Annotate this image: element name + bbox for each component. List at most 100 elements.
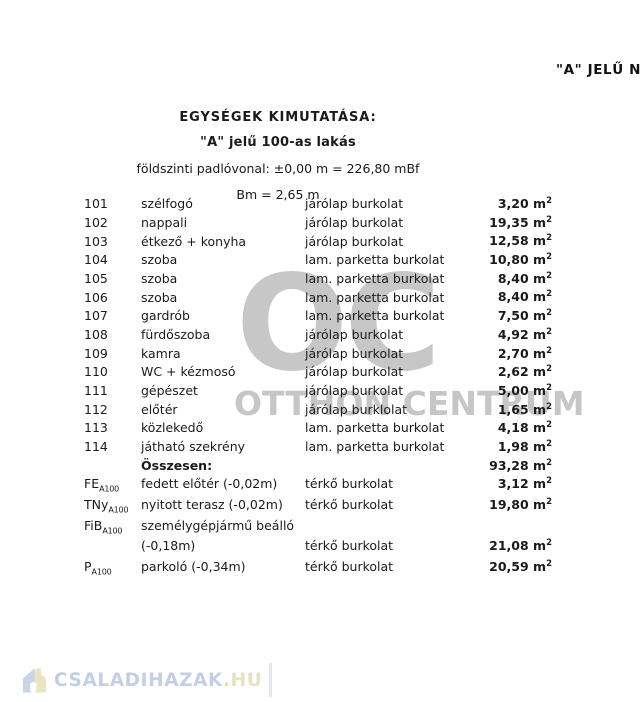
cell-room-name: közlekedő [141, 420, 204, 436]
cell-unit-code: PA100 [84, 558, 112, 577]
cell-surface-finish: járólap burkolat [305, 364, 404, 380]
table-row: 108 fürdőszoba járólap burkolat 4,92 m2 [84, 327, 554, 346]
cell-room-code: 112 [84, 401, 108, 417]
cell-surface-finish: járólap burkolat [305, 233, 404, 249]
table-row: 102 nappali járólap burkolat 19,35 m2 [84, 215, 554, 234]
cell-area: 8,40 m2 [497, 289, 552, 305]
cell-area: 2,70 m2 [497, 345, 552, 361]
cell-surface-finish: térkő burkolat [305, 476, 394, 492]
unit-exponent: 2 [546, 326, 552, 337]
cell-area: 2,62 m2 [497, 364, 552, 380]
cell-room-name: étkező + konyha [141, 233, 247, 249]
house-icon [22, 667, 47, 694]
cell-area: 7,50 m2 [497, 308, 552, 324]
unit-exponent: 2 [546, 438, 552, 449]
cell-unit-code: FiBA100 [84, 517, 123, 536]
cell-room-name: (-0,18m) [141, 538, 196, 554]
cell-room-name: gardrób [141, 308, 190, 324]
cell-area: 21,08 m2 [489, 538, 552, 554]
cell-room-name: szoba [141, 252, 178, 268]
cell-unit-code-subscript: A100 [99, 484, 120, 494]
table-row: 105 szoba lam. parketta burkolat 8,40 m2 [84, 271, 554, 290]
cell-room-name: fürdőszoba [141, 326, 211, 342]
cell-area: 1,65 m2 [497, 401, 552, 417]
floor-level-note: földszinti padlóvonal: ±0,00 m = 226,80 … [136, 161, 420, 176]
cell-area: 20,59 m2 [489, 558, 552, 574]
cell-area: 3,12 m2 [497, 476, 552, 492]
unit-exponent: 2 [546, 382, 552, 393]
cell-room-name: szoba [141, 289, 178, 305]
unit-exponent: 2 [546, 364, 552, 375]
cell-room-name: parkoló (-0,34m) [141, 558, 246, 574]
table-row: 106 szoba lam. parketta burkolat 8,40 m2 [84, 289, 554, 308]
table-total-row: Összesen: 93,28 m2 [84, 458, 554, 477]
table-row: 112 előtér járólap burklolat 1,65 m2 [84, 402, 554, 421]
unit-exponent: 2 [546, 420, 552, 431]
cell-room-code: 108 [84, 326, 108, 342]
cell-room-code: 104 [84, 252, 108, 268]
unit-exponent: 2 [546, 252, 552, 263]
table-row: 114 játható szekrény lam. parketta burkola… [84, 439, 554, 458]
table-body: 101 szélfogó járólap burkolat 3,20 m2 102 nap… [84, 196, 554, 579]
table-row-extra: FiBA100 személygépjármű beálló [84, 518, 554, 539]
cell-area: 1,98 m2 [497, 438, 552, 455]
cell-surface-finish: lam. parketta burkolat [305, 289, 445, 305]
unit-exponent: 2 [546, 457, 552, 468]
cell-room-name: személygépjármű beálló [141, 517, 295, 533]
unit-exponent: 2 [546, 289, 552, 300]
badge-label: CSALADIHAZAK.HU [54, 670, 262, 691]
cell-unit-code-subscript: A100 [102, 526, 123, 535]
unit-exponent: 2 [546, 308, 552, 319]
cell-area: 12,58 m2 [489, 233, 552, 249]
cell-area: 10,80 m2 [489, 252, 552, 268]
unit-exponent: 2 [546, 558, 552, 569]
schedule-headings: EGYSÉGEK KIMUTATÁSA: "A" jelű 100-as lak… [0, 110, 556, 202]
table-row-extra: TNyA100 nyitott terasz (-0,02m) térkő burk… [84, 497, 554, 518]
cell-room-name: WC + kézmosó [141, 364, 236, 380]
cell-room-code: 113 [84, 420, 108, 436]
cell-surface-finish: lam. parketta burkolat [305, 420, 445, 436]
table-row: 110 WC + kézmosó járólap burkolat 2,62 m2 [84, 364, 554, 383]
csaladihazak-badge[interactable]: CSALADIHAZAK.HU [22, 663, 273, 697]
cell-area: 4,92 m2 [497, 326, 552, 342]
cell-surface-finish: térkő burkolat [305, 538, 394, 554]
cell-area: 93,28 m2 [489, 457, 552, 473]
cell-surface-finish: járólap burkolat [305, 345, 404, 361]
cell-surface-finish: lam. parketta burkolat [305, 439, 445, 455]
cell-total-label: Összesen: [141, 457, 213, 473]
unit-exponent: 2 [546, 538, 552, 549]
clear-height-note: Bm = 2,65 m [236, 187, 320, 202]
cell-surface-finish: térkő burkolat [305, 558, 394, 574]
cell-room-code: 101 [84, 196, 108, 212]
cell-surface-finish: lam. parketta burkolat [305, 252, 445, 268]
unit-exponent: 2 [546, 476, 552, 487]
table-row: 101 szélfogó járólap burkolat 3,20 m2 [84, 196, 554, 215]
cell-room-code: 105 [84, 270, 108, 286]
cell-surface-finish: járólap burkolat [305, 326, 404, 342]
page-title: EGYSÉGEK KIMUTATÁSA: [179, 110, 377, 125]
badge-tld: HU [230, 669, 263, 691]
unit-exponent: 2 [546, 345, 552, 356]
table-row-extra: PA100 parkoló (-0,34m) térkő burkolat 20,59… [84, 559, 554, 580]
cell-unit-code: TNyA100 [84, 497, 129, 515]
table-row-extra: (-0,18m) térkő burkolat 21,08 m2 [84, 538, 554, 559]
cell-room-name: játható szekrény [141, 439, 246, 455]
cell-room-code: 102 [84, 214, 108, 230]
cell-unit-code-subscript: A100 [108, 505, 129, 515]
cell-unit-code: FEA100 [84, 476, 120, 494]
table-row: 113 közlekedő lam. parketta burkolat 4,18 m… [84, 420, 554, 439]
cell-area: 4,18 m2 [497, 420, 552, 436]
cell-surface-finish: lam. parketta burkolat [305, 308, 445, 324]
unit-exponent: 2 [546, 270, 552, 281]
cell-area: 3,20 m2 [497, 196, 552, 212]
table-row-extra: FEA100 fedett előtér (-0,02m) térkő burkol… [84, 476, 554, 497]
cell-room-name: szoba [141, 270, 178, 286]
cell-unit-code-subscript: A100 [91, 567, 112, 577]
cell-surface-finish: járólap burkolat [305, 383, 404, 399]
badge-brand: CSALADIHAZAK [54, 669, 223, 691]
cell-room-code: 110 [84, 364, 108, 380]
cell-surface-finish: járólap burklolat [305, 401, 408, 417]
cell-room-name: nyitott terasz (-0,02m) [141, 497, 283, 513]
cell-room-name: gépészet [141, 383, 198, 399]
